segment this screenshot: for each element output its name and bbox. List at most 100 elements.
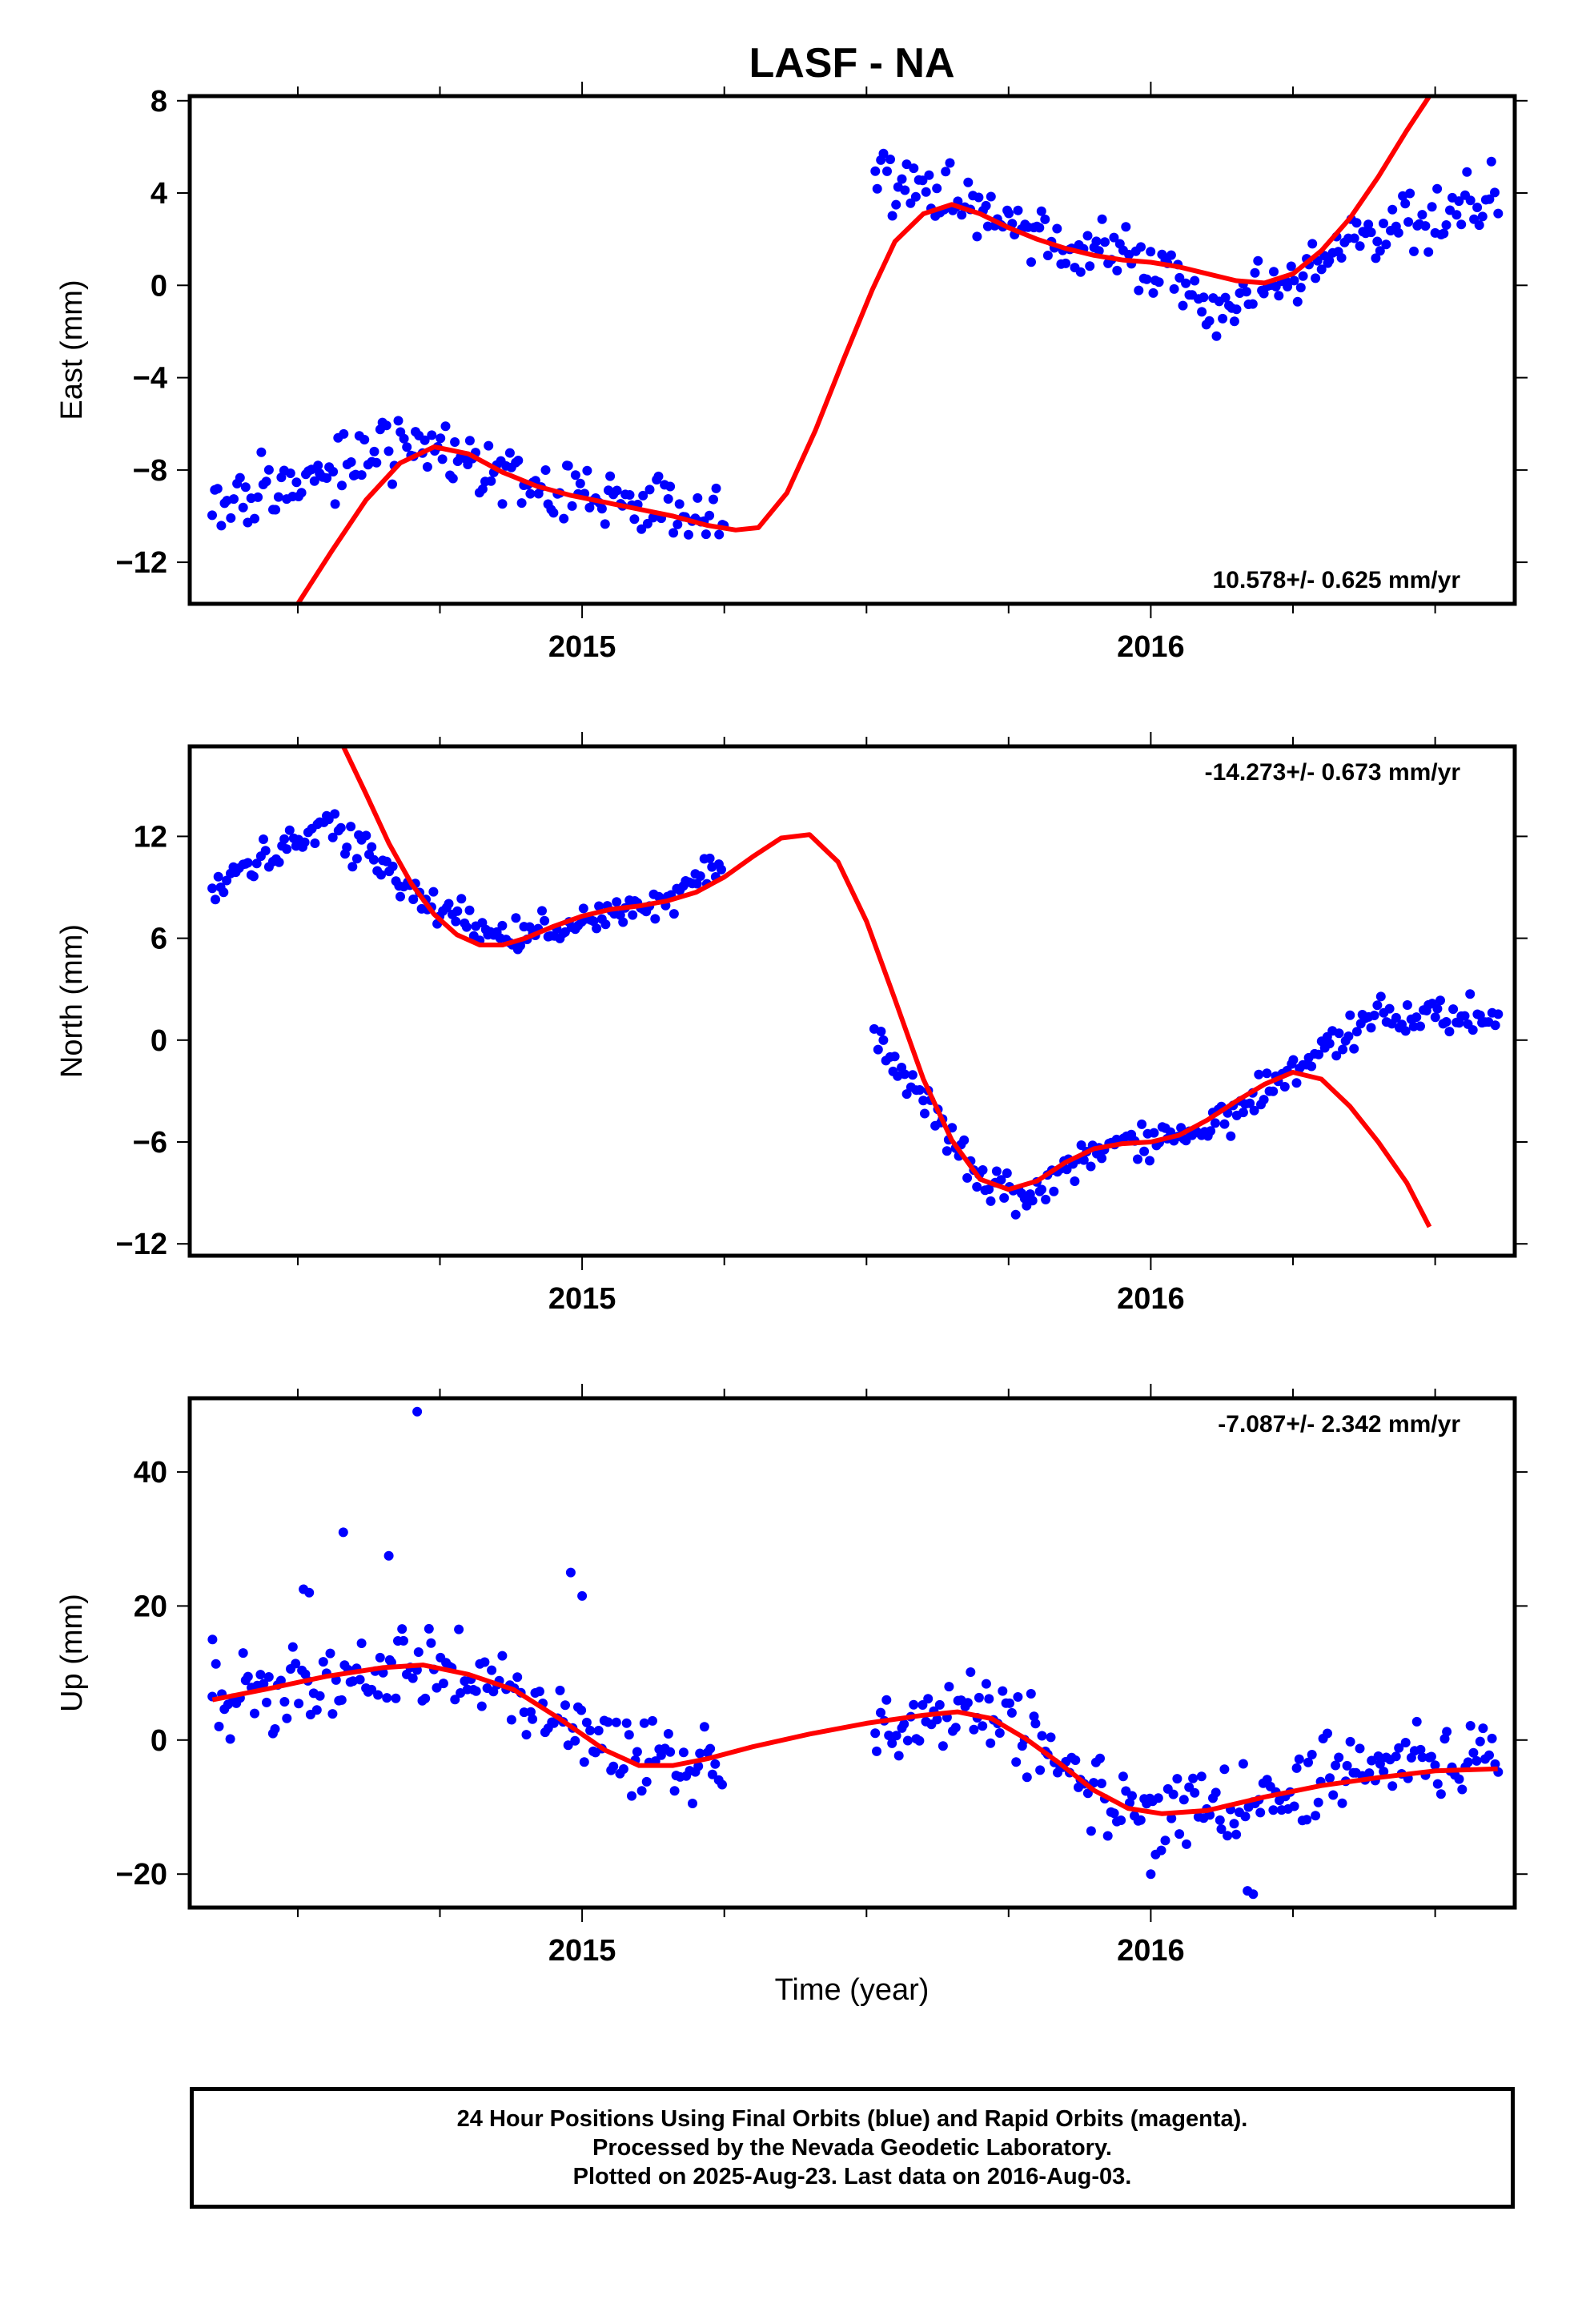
data-point — [1331, 1760, 1341, 1771]
data-point — [315, 1691, 325, 1701]
data-point — [1135, 1815, 1146, 1825]
data-point — [399, 1635, 408, 1646]
data-point — [450, 1695, 460, 1705]
data-point — [934, 1699, 945, 1710]
data-point — [1169, 283, 1179, 294]
data-point — [570, 470, 580, 480]
data-point — [963, 177, 974, 187]
data-point — [674, 499, 685, 509]
data-point — [1384, 1003, 1395, 1014]
data-point — [924, 170, 934, 180]
data-point — [1142, 274, 1152, 284]
data-point — [624, 1730, 634, 1740]
data-point — [1259, 288, 1269, 299]
data-point — [878, 1035, 889, 1045]
data-point — [1013, 205, 1023, 215]
data-point — [996, 1175, 1006, 1185]
data-point — [373, 1690, 383, 1700]
data-point — [1231, 1829, 1242, 1839]
rate-label: -14.273+/- 0.673 mm/yr — [1205, 759, 1461, 786]
data-point — [1010, 1209, 1021, 1220]
data-point — [294, 1699, 304, 1709]
data-point — [1400, 1026, 1411, 1036]
data-point — [1400, 199, 1411, 209]
data-point — [628, 910, 638, 920]
data-point — [359, 435, 370, 444]
data-point — [1402, 1000, 1412, 1010]
data-point — [1439, 228, 1449, 239]
data-point — [1269, 267, 1279, 277]
data-point — [356, 470, 367, 480]
data-point — [945, 158, 955, 168]
data-point — [994, 1728, 1005, 1738]
data-point — [701, 529, 711, 540]
data-point — [1255, 1807, 1266, 1818]
outlier-point — [1146, 1869, 1156, 1880]
data-point — [559, 513, 569, 524]
data-point — [1468, 1025, 1478, 1035]
data-point — [437, 454, 448, 464]
data-point — [1417, 1752, 1427, 1763]
data-point — [1427, 202, 1437, 212]
data-point — [1206, 1126, 1216, 1136]
data-point — [1417, 210, 1427, 220]
data-point — [461, 922, 472, 932]
data-point — [1474, 220, 1484, 231]
data-point — [1336, 253, 1347, 263]
data-point — [1375, 246, 1385, 256]
data-point — [235, 472, 245, 483]
data-point — [540, 915, 550, 926]
data-point — [941, 167, 951, 177]
y-tick-label: 40 — [134, 1456, 167, 1490]
data-point — [243, 858, 253, 868]
data-point — [399, 433, 409, 444]
data-point — [1307, 1061, 1317, 1072]
data-point — [327, 832, 338, 842]
data-point — [1452, 210, 1462, 220]
data-point — [663, 1729, 673, 1739]
data-point — [1454, 1774, 1464, 1784]
data-point — [584, 502, 595, 513]
data-point — [1373, 1751, 1383, 1761]
data-point — [917, 175, 928, 186]
data-point — [1148, 287, 1158, 298]
data-point — [567, 501, 577, 511]
data-point — [497, 920, 508, 931]
data-point — [1075, 267, 1086, 277]
data-point — [1391, 1012, 1401, 1023]
data-point — [367, 842, 377, 852]
data-point — [972, 231, 982, 242]
scatter-points — [207, 148, 1504, 540]
data-point — [238, 1648, 248, 1659]
data-point — [1484, 1750, 1494, 1760]
scatter-points — [207, 1406, 1504, 1900]
data-point — [322, 473, 332, 483]
outlier-point — [304, 1587, 315, 1598]
data-point — [444, 899, 454, 909]
data-point — [1127, 1791, 1137, 1801]
data-point — [984, 1694, 994, 1704]
data-point — [1219, 1119, 1230, 1129]
data-point — [1475, 1010, 1485, 1020]
data-point — [1311, 1811, 1321, 1821]
data-point — [1035, 1765, 1046, 1775]
data-point — [1409, 246, 1419, 256]
data-point — [950, 1723, 961, 1733]
data-point — [1052, 223, 1062, 234]
data-point — [1268, 1805, 1279, 1815]
data-point — [1442, 1727, 1452, 1737]
data-point — [1369, 1011, 1379, 1020]
data-point — [1420, 221, 1431, 231]
up-panel: 2015 2016 −20 0 20 40 Up (mm) -7.087+/- 2.342 m… — [55, 1384, 1528, 1968]
x-tick-label: 2015 — [548, 630, 616, 664]
data-point — [346, 822, 356, 832]
data-point — [1298, 271, 1308, 281]
rate-label: 10.578+/- 0.625 mm/yr — [1213, 567, 1461, 593]
data-point — [899, 1719, 909, 1729]
data-point — [351, 854, 362, 864]
data-point — [605, 471, 616, 481]
data-point — [1181, 278, 1191, 288]
data-point — [1432, 1779, 1443, 1789]
data-point — [711, 483, 721, 493]
y-axis-label: North (mm) — [55, 924, 89, 1078]
